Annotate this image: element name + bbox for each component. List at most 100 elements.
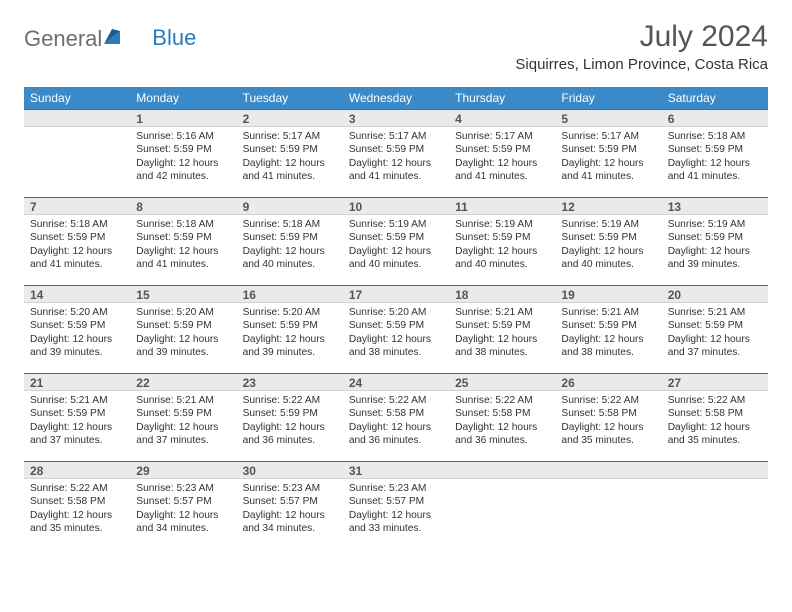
calendar-week-row: 21Sunrise: 5:21 AMSunset: 5:59 PMDayligh… bbox=[24, 373, 768, 461]
cell-body: Sunrise: 5:20 AMSunset: 5:59 PMDaylight:… bbox=[24, 303, 130, 363]
sunrise-text: Sunrise: 5:20 AM bbox=[136, 306, 230, 319]
day-number-band: 21 bbox=[24, 373, 130, 391]
cell-body: Sunrise: 5:22 AMSunset: 5:58 PMDaylight:… bbox=[24, 479, 130, 539]
weekday-header: Saturday bbox=[662, 87, 768, 109]
cell-body: Sunrise: 5:16 AMSunset: 5:59 PMDaylight:… bbox=[130, 127, 236, 187]
sunset-text: Sunset: 5:59 PM bbox=[349, 231, 443, 244]
day-number-band: 8 bbox=[130, 197, 236, 215]
daylight-text-2: and 39 minutes. bbox=[136, 346, 230, 359]
sunset-text: Sunset: 5:59 PM bbox=[30, 319, 124, 332]
day-number-band: . bbox=[449, 461, 555, 479]
calendar-cell: . bbox=[24, 109, 130, 197]
sunrise-text: Sunrise: 5:19 AM bbox=[561, 218, 655, 231]
calendar-cell: 2Sunrise: 5:17 AMSunset: 5:59 PMDaylight… bbox=[237, 109, 343, 197]
calendar-cell: 30 Sunrise: 5:23 AMSunset: 5:57 PMDayligh… bbox=[237, 461, 343, 549]
day-number-band: 30 bbox=[237, 461, 343, 479]
daylight-text-1: Daylight: 12 hours bbox=[30, 421, 124, 434]
daylight-text-1: Daylight: 12 hours bbox=[349, 333, 443, 346]
calendar-cell: 25Sunrise: 5:22 AMSunset: 5:58 PMDayligh… bbox=[449, 373, 555, 461]
daylight-text-1: Daylight: 12 hours bbox=[136, 421, 230, 434]
weekday-header: Monday bbox=[130, 87, 236, 109]
sunset-text: Sunset: 5:59 PM bbox=[30, 407, 124, 420]
cell-body: Sunrise: 5:19 AMSunset: 5:59 PMDaylight:… bbox=[662, 215, 768, 275]
calendar-cell: 23Sunrise: 5:22 AMSunset: 5:59 PMDayligh… bbox=[237, 373, 343, 461]
sunset-text: Sunset: 5:59 PM bbox=[668, 319, 762, 332]
sunrise-text: Sunrise: 5:20 AM bbox=[30, 306, 124, 319]
daylight-text-2: and 39 minutes. bbox=[668, 258, 762, 271]
daylight-text-1: Daylight: 12 hours bbox=[668, 333, 762, 346]
daylight-text-2: and 37 minutes. bbox=[136, 434, 230, 447]
sunset-text: Sunset: 5:59 PM bbox=[136, 143, 230, 156]
daylight-text-1: Daylight: 12 hours bbox=[561, 421, 655, 434]
sunset-text: Sunset: 5:59 PM bbox=[561, 319, 655, 332]
sunset-text: Sunset: 5:57 PM bbox=[136, 495, 230, 508]
calendar-cell: 17Sunrise: 5:20 AMSunset: 5:59 PMDayligh… bbox=[343, 285, 449, 373]
weekday-header: Sunday bbox=[24, 87, 130, 109]
daylight-text-1: Daylight: 12 hours bbox=[455, 157, 549, 170]
daylight-text-1: Daylight: 12 hours bbox=[136, 333, 230, 346]
daylight-text-1: Daylight: 12 hours bbox=[455, 421, 549, 434]
cell-body: Sunrise: 5:21 AMSunset: 5:59 PMDaylight:… bbox=[449, 303, 555, 363]
logo-text-2: Blue bbox=[152, 25, 196, 51]
daylight-text-2: and 34 minutes. bbox=[136, 522, 230, 535]
sunset-text: Sunset: 5:59 PM bbox=[136, 231, 230, 244]
calendar-cell: 3Sunrise: 5:17 AMSunset: 5:59 PMDaylight… bbox=[343, 109, 449, 197]
sunset-text: Sunset: 5:59 PM bbox=[561, 143, 655, 156]
sunrise-text: Sunrise: 5:17 AM bbox=[561, 130, 655, 143]
day-number-band: 4 bbox=[449, 109, 555, 127]
daylight-text-2: and 42 minutes. bbox=[136, 170, 230, 183]
daylight-text-2: and 39 minutes. bbox=[30, 346, 124, 359]
day-number-band: 20 bbox=[662, 285, 768, 303]
daylight-text-2: and 34 minutes. bbox=[243, 522, 337, 535]
day-number-band: 19 bbox=[555, 285, 661, 303]
sunset-text: Sunset: 5:58 PM bbox=[30, 495, 124, 508]
sunset-text: Sunset: 5:57 PM bbox=[243, 495, 337, 508]
day-number-band: 22 bbox=[130, 373, 236, 391]
day-number-band: 7 bbox=[24, 197, 130, 215]
day-number-band: 13 bbox=[662, 197, 768, 215]
cell-body: Sunrise: 5:22 AMSunset: 5:58 PMDaylight:… bbox=[343, 391, 449, 451]
cell-body: Sunrise: 5:23 AMSunset: 5:57 PMDaylight:… bbox=[130, 479, 236, 539]
page-header: General Blue July 2024 Siquirres, Limon … bbox=[24, 20, 768, 73]
cell-body: Sunrise: 5:17 AMSunset: 5:59 PMDaylight:… bbox=[343, 127, 449, 187]
cell-body: Sunrise: 5:22 AMSunset: 5:58 PMDaylight:… bbox=[555, 391, 661, 451]
calendar-cell: 7Sunrise: 5:18 AMSunset: 5:59 PMDaylight… bbox=[24, 197, 130, 285]
sunrise-text: Sunrise: 5:18 AM bbox=[668, 130, 762, 143]
daylight-text-1: Daylight: 12 hours bbox=[455, 333, 549, 346]
daylight-text-2: and 41 minutes. bbox=[349, 170, 443, 183]
daylight-text-1: Daylight: 12 hours bbox=[243, 245, 337, 258]
day-number-band: 28 bbox=[24, 461, 130, 479]
daylight-text-2: and 36 minutes. bbox=[349, 434, 443, 447]
sunset-text: Sunset: 5:59 PM bbox=[668, 231, 762, 244]
daylight-text-2: and 40 minutes. bbox=[243, 258, 337, 271]
calendar-body: .1Sunrise: 5:16 AMSunset: 5:59 PMDayligh… bbox=[24, 109, 768, 549]
daylight-text-2: and 35 minutes. bbox=[30, 522, 124, 535]
sunset-text: Sunset: 5:59 PM bbox=[136, 319, 230, 332]
day-number-band: . bbox=[24, 109, 130, 127]
daylight-text-2: and 35 minutes. bbox=[668, 434, 762, 447]
cell-body: Sunrise: 5:21 AMSunset: 5:59 PMDaylight:… bbox=[130, 391, 236, 451]
day-number-band: 23 bbox=[237, 373, 343, 391]
cell-body: Sunrise: 5:18 AMSunset: 5:59 PMDaylight:… bbox=[662, 127, 768, 187]
daylight-text-2: and 36 minutes. bbox=[243, 434, 337, 447]
sunrise-text: Sunrise: 5:21 AM bbox=[561, 306, 655, 319]
day-number-band: 18 bbox=[449, 285, 555, 303]
cell-body: Sunrise: 5:22 AMSunset: 5:58 PMDaylight:… bbox=[662, 391, 768, 451]
day-number-band: 27 bbox=[662, 373, 768, 391]
logo-triangle-icon bbox=[104, 26, 124, 52]
sunrise-text: Sunrise: 5:19 AM bbox=[349, 218, 443, 231]
sunrise-text: Sunrise: 5:17 AM bbox=[455, 130, 549, 143]
daylight-text-1: Daylight: 12 hours bbox=[243, 509, 337, 522]
daylight-text-1: Daylight: 12 hours bbox=[349, 509, 443, 522]
sunrise-text: Sunrise: 5:18 AM bbox=[136, 218, 230, 231]
cell-body: Sunrise: 5:19 AMSunset: 5:59 PMDaylight:… bbox=[555, 215, 661, 275]
calendar-cell: . bbox=[662, 461, 768, 549]
sunrise-text: Sunrise: 5:23 AM bbox=[243, 482, 337, 495]
calendar-cell: 16Sunrise: 5:20 AMSunset: 5:59 PMDayligh… bbox=[237, 285, 343, 373]
sunrise-text: Sunrise: 5:21 AM bbox=[30, 394, 124, 407]
daylight-text-1: Daylight: 12 hours bbox=[30, 245, 124, 258]
cell-body: Sunrise: 5:20 AMSunset: 5:59 PMDaylight:… bbox=[237, 303, 343, 363]
daylight-text-1: Daylight: 12 hours bbox=[668, 245, 762, 258]
brand-logo: General Blue bbox=[24, 20, 196, 52]
sunset-text: Sunset: 5:58 PM bbox=[668, 407, 762, 420]
